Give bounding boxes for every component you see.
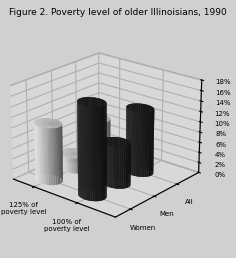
Text: Figure 2. Poverty level of older Illinoisians, 1990: Figure 2. Poverty level of older Illinoi… bbox=[9, 8, 227, 17]
